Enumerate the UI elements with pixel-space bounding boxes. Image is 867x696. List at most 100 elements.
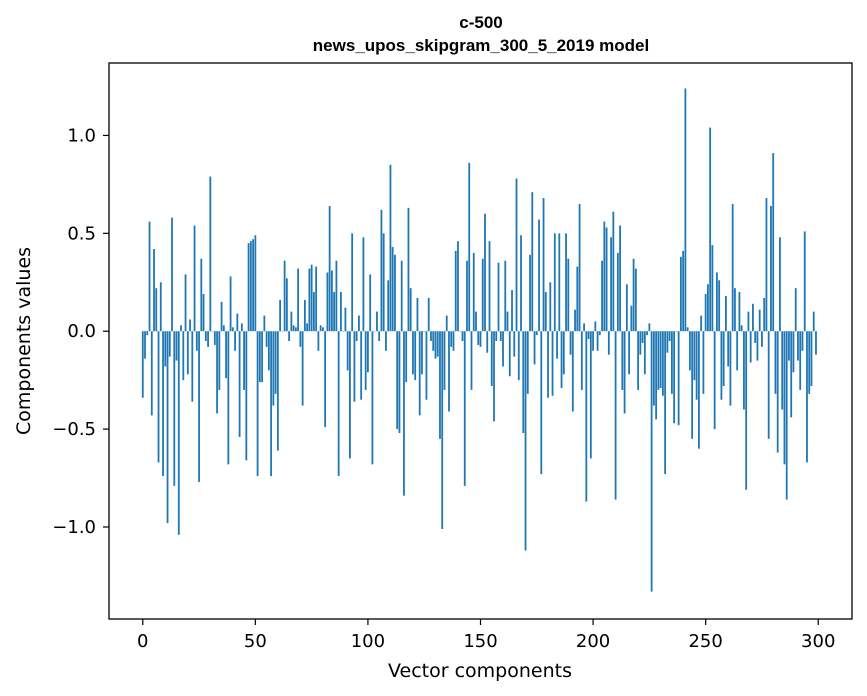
- bar-59: [274, 331, 277, 394]
- bar-69: [297, 268, 300, 332]
- bar-26: [200, 258, 203, 332]
- bar-19: [184, 274, 187, 332]
- bar-76: [312, 292, 315, 332]
- bar-177: [540, 331, 543, 475]
- bar-293: [801, 331, 804, 351]
- bar-206: [605, 227, 608, 332]
- y-tick-label: −0.5: [52, 419, 96, 440]
- bar-234: [668, 331, 671, 341]
- bar-41: [234, 331, 236, 351]
- x-tick-label: 300: [801, 631, 835, 652]
- bar-256: [718, 280, 721, 332]
- bar-109: [387, 280, 390, 332]
- bar-195: [580, 331, 583, 390]
- bar-159: [499, 331, 502, 341]
- bar-261: [729, 331, 732, 406]
- bar-15: [175, 331, 178, 361]
- bar-276: [763, 297, 766, 332]
- bar-289: [792, 331, 795, 373]
- bar-91: [346, 331, 349, 371]
- bar-277: [765, 198, 768, 332]
- bar-169: [522, 331, 525, 434]
- bar-48: [249, 241, 252, 332]
- bar-71: [301, 331, 304, 406]
- bar-238: [677, 331, 680, 426]
- bar-200: [592, 331, 594, 351]
- bar-33: [216, 331, 218, 414]
- bar-133: [441, 331, 444, 529]
- bar-129: [432, 331, 435, 351]
- bar-121: [414, 331, 417, 381]
- bar-45: [243, 331, 245, 390]
- bar-163: [508, 331, 511, 377]
- bar-82: [326, 272, 329, 332]
- bar-269: [747, 311, 750, 332]
- bar-42: [236, 313, 239, 332]
- bar-157: [495, 331, 498, 341]
- bar-160: [502, 331, 504, 367]
- y-tick-label: −1.0: [52, 517, 96, 538]
- bar-29: [207, 331, 209, 347]
- bar-28: [204, 331, 207, 341]
- bar-110: [389, 164, 392, 332]
- bar-114: [398, 331, 401, 434]
- bar-180: [547, 331, 549, 398]
- bar-181: [549, 282, 552, 332]
- bar-12: [168, 331, 171, 357]
- bar-184: [556, 331, 558, 359]
- bar-262: [731, 203, 734, 332]
- bar-155: [490, 331, 493, 387]
- bar-264: [736, 331, 739, 371]
- plot-area-frame: [108, 62, 853, 620]
- bar-70: [299, 331, 302, 347]
- bar-22: [191, 331, 194, 402]
- bar-90: [344, 307, 347, 332]
- bar-116: [403, 331, 405, 496]
- bar-190: [569, 331, 572, 355]
- bar-137: [450, 331, 453, 347]
- bar-64: [285, 278, 288, 332]
- bar-241: [684, 88, 687, 332]
- bar-43: [238, 331, 241, 437]
- chart-subtitle: news_upos_skipgram_300_5_2019 model: [313, 36, 649, 55]
- bar-254: [713, 331, 716, 430]
- bar-273: [756, 331, 759, 361]
- bar-197: [585, 331, 588, 502]
- bar-36: [222, 325, 225, 332]
- bar-215: [625, 284, 628, 332]
- bar-222: [641, 331, 644, 343]
- bar-35: [220, 301, 223, 332]
- bar-50: [254, 235, 257, 332]
- bar-24: [195, 331, 198, 351]
- bar-271: [752, 303, 754, 332]
- bar-111: [391, 247, 394, 332]
- bar-188: [565, 233, 567, 332]
- bar-127: [427, 297, 430, 332]
- bar-68: [294, 327, 297, 332]
- bar-148: [475, 311, 477, 332]
- bar-220: [637, 331, 640, 390]
- bar-39: [229, 276, 232, 332]
- bar-296: [808, 331, 811, 394]
- bar-167: [517, 331, 520, 381]
- bar-80: [321, 327, 324, 332]
- bar-66: [290, 311, 293, 332]
- bar-131: [436, 331, 439, 357]
- bar-142: [461, 331, 464, 341]
- bar-49: [252, 239, 254, 332]
- bar-249: [702, 331, 705, 394]
- bar-105: [378, 331, 381, 341]
- x-tick-label: 250: [688, 631, 722, 652]
- bar-51: [256, 331, 259, 477]
- bar-295: [806, 331, 808, 463]
- bar-287: [788, 331, 790, 361]
- bar-208: [610, 237, 612, 332]
- bar-97: [360, 331, 363, 400]
- bar-202: [596, 331, 599, 351]
- bar-272: [754, 331, 757, 343]
- bar-176: [538, 219, 540, 332]
- bar-199: [589, 331, 592, 459]
- bar-8: [159, 282, 162, 332]
- bar-182: [551, 331, 554, 396]
- bar-153: [486, 331, 489, 353]
